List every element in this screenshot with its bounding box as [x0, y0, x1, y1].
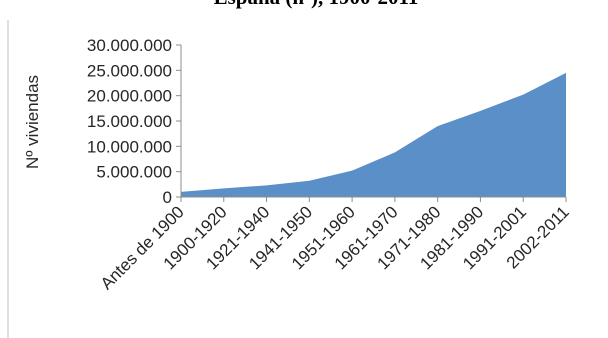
- y-axis-label: Nº viviendas: [23, 75, 42, 169]
- y-tick-label: 25.000.000: [87, 61, 172, 80]
- y-tick-label: 0: [163, 188, 172, 207]
- area-series: [181, 72, 566, 197]
- y-tick-label: 5.000.000: [96, 163, 172, 182]
- chart-title: España (nº), 1900-2011: [214, 0, 419, 9]
- y-tick-label: 30.000.000: [87, 36, 172, 55]
- plot-area: 0 5.000.000 10.000.000 15.000.000 20.000.000…: [87, 36, 573, 293]
- y-tick-label: 15.000.000: [87, 112, 172, 131]
- y-tick-label: 20.000.000: [87, 87, 172, 106]
- y-tick-label: 10.000.000: [87, 137, 172, 156]
